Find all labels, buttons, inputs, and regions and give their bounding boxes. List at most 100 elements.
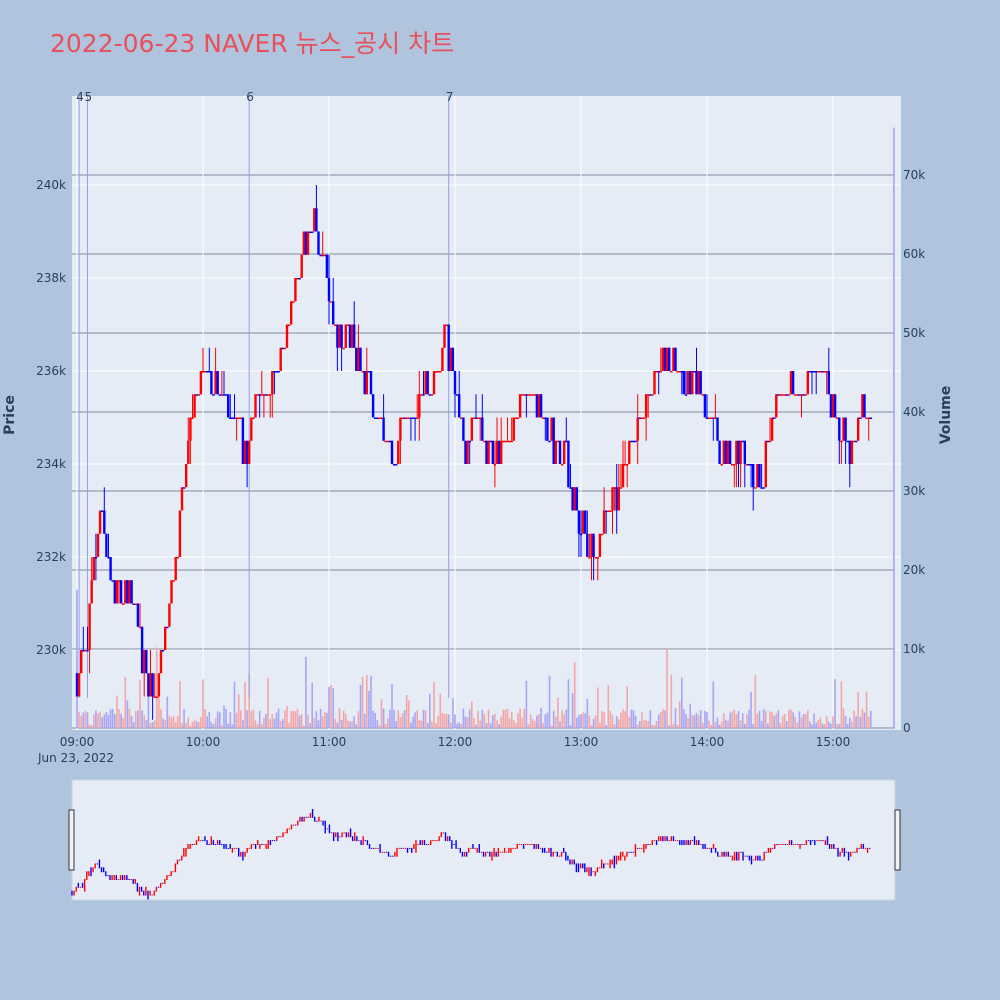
volume-bar (269, 719, 271, 728)
volume-bar (351, 721, 353, 728)
axis-labels: 230k 232k 234k 236k 238k 240k 0 10k 20k 30k 40k 50k… (36, 168, 925, 749)
volume-bar (246, 710, 248, 728)
candle-body (214, 371, 217, 395)
volume-bar (195, 721, 198, 728)
volume-bar (760, 720, 763, 728)
volume-bar (473, 718, 475, 728)
volume-bar (349, 721, 351, 728)
candle-body (140, 626, 144, 674)
volume-bar (172, 715, 175, 728)
volume-bar (76, 589, 78, 728)
volume-bar (851, 721, 853, 728)
volume-bar (615, 716, 618, 728)
candle-body (796, 394, 799, 396)
x-tick-label: 15:00 (816, 735, 851, 749)
volume-bar (750, 691, 752, 728)
candle-body (206, 371, 209, 373)
volume-bar (744, 723, 746, 728)
y-tick-label: 240k (36, 178, 66, 192)
y-tick-label: 238k (36, 271, 66, 285)
volume-bar (691, 714, 694, 728)
volume-bar (206, 716, 208, 728)
volume-bar (126, 700, 129, 728)
candle-body (365, 371, 368, 395)
candle-body (758, 464, 761, 488)
candle-body (596, 557, 599, 559)
volume-bar (361, 676, 364, 728)
candle-body (157, 673, 161, 697)
volume-bar (716, 717, 719, 728)
candle-body (426, 371, 429, 395)
volume-bar (132, 721, 135, 728)
volume-bar (672, 723, 675, 728)
candle-body (109, 557, 112, 581)
volume-bar (622, 709, 624, 728)
candle-body (224, 394, 228, 396)
candle-body (495, 440, 499, 464)
candle-body (808, 371, 812, 373)
candle-body (565, 440, 568, 443)
candle-body (134, 603, 137, 605)
range-slider[interactable] (68, 779, 901, 901)
volume-bar (80, 715, 82, 728)
candle-body (138, 626, 142, 629)
volume-bar (603, 712, 605, 728)
volume-bar (811, 724, 813, 728)
volume-bar (613, 724, 616, 728)
volume-bar (452, 698, 454, 728)
candle-body (838, 417, 841, 441)
volume-bar (317, 720, 320, 728)
candle-body (103, 510, 106, 534)
volume-bar (523, 708, 526, 728)
candle-body (791, 371, 795, 395)
candle-body (283, 347, 287, 350)
range-slider-left-handle[interactable] (68, 809, 75, 871)
volume-bar (594, 715, 597, 728)
volume-bar (588, 715, 591, 728)
volume-bar (853, 710, 855, 728)
volume-bar (462, 708, 465, 728)
candle-body (785, 394, 788, 396)
candle-body (182, 487, 186, 489)
volume-bar (762, 709, 765, 728)
volume-bar (500, 716, 502, 728)
candle-body (657, 371, 660, 373)
volume-bar (275, 712, 278, 728)
volume-bar (823, 723, 826, 728)
candle-body (437, 371, 440, 373)
volume-bar (630, 709, 633, 728)
candle-body (472, 417, 476, 419)
volume-bar (796, 722, 799, 728)
candle-body (768, 440, 772, 443)
range-slider-right-handle[interactable] (894, 809, 901, 871)
volume-bar (546, 712, 549, 728)
candle-body (739, 440, 742, 464)
candle-body (302, 231, 305, 255)
candle-body (609, 510, 612, 512)
volume-bar (202, 679, 204, 728)
candle-body (203, 371, 207, 373)
candle-body (449, 347, 452, 371)
volume-bar (628, 716, 631, 728)
x-tick-label: 11:00 (312, 735, 347, 749)
candle-body (628, 440, 631, 464)
candle-body (611, 487, 614, 511)
candle-body (340, 324, 343, 348)
volume-bar (177, 715, 179, 728)
candle-body (815, 371, 818, 373)
candle-body (718, 440, 721, 464)
candle-body (804, 394, 807, 396)
candle-body (82, 650, 85, 652)
candle-body (229, 417, 232, 419)
candle-body (258, 394, 261, 396)
candle-body (827, 371, 830, 395)
volume-bar (139, 680, 141, 728)
candle-body (434, 371, 438, 373)
volume-bar (834, 679, 836, 728)
candle-body (854, 440, 858, 443)
volume-bar (531, 719, 534, 728)
candle-body (529, 394, 532, 396)
volume-bar (439, 693, 442, 728)
candle-body (764, 440, 767, 488)
